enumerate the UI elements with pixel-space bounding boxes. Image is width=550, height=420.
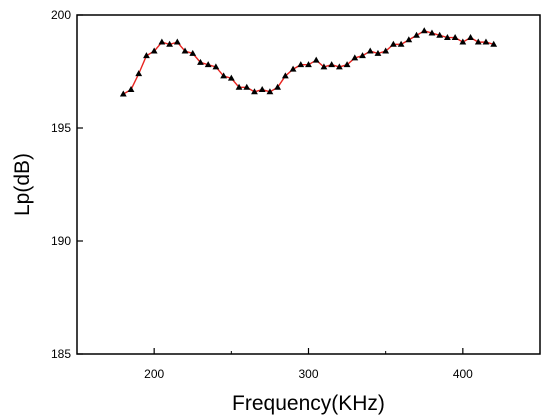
data-point: [482, 38, 490, 45]
x-tick-label: 300: [298, 367, 318, 381]
data-point: [173, 38, 181, 45]
data-point: [251, 88, 258, 95]
data-point: [382, 47, 390, 54]
y-tick-label: 200: [51, 8, 71, 22]
data-point: [405, 36, 413, 43]
data-point: [428, 29, 436, 36]
y-tick-label: 185: [51, 347, 71, 361]
x-axis: 200 300 400: [76, 348, 541, 381]
data-point: [243, 83, 251, 90]
data-point: [220, 72, 228, 79]
data-point: [389, 40, 397, 47]
data-point: [320, 63, 328, 70]
data-point: [397, 40, 405, 47]
data-point: [212, 63, 220, 70]
data-point: [135, 70, 143, 77]
y-axis-title: Lp(dB): [11, 153, 34, 216]
data-point: [444, 34, 451, 40]
data-point: [335, 63, 343, 70]
data-point: [297, 61, 305, 68]
data-point: [289, 65, 297, 72]
data-point: [328, 61, 336, 68]
data-point: [366, 47, 374, 54]
data-point: [490, 40, 498, 47]
data-point: [143, 52, 150, 59]
data-point: [467, 34, 474, 40]
data-point: [158, 38, 166, 45]
data-point: [189, 49, 197, 56]
data-point: [127, 85, 135, 92]
x-tick-label: 400: [453, 367, 473, 381]
data-point: [197, 58, 204, 65]
data-point: [166, 40, 173, 47]
data-point: [374, 49, 382, 56]
series-markers: [119, 27, 498, 97]
data-point: [274, 83, 282, 90]
data-point: [119, 90, 127, 97]
data-point: [150, 47, 158, 54]
data-point: [351, 54, 359, 61]
data-point: [312, 56, 320, 63]
data-point: [459, 38, 467, 45]
data-point: [235, 83, 243, 90]
data-point: [258, 85, 266, 92]
y-tick-label: 195: [51, 121, 71, 135]
data-point: [281, 72, 289, 79]
data-point: [227, 74, 235, 81]
data-point: [266, 88, 274, 95]
data-point: [343, 61, 351, 68]
data-point: [181, 47, 189, 54]
y-axis: 185 190 195 200: [51, 8, 83, 361]
data-point: [420, 27, 428, 34]
x-axis-title: Frequency(KHz): [232, 392, 385, 415]
data-point: [436, 31, 444, 38]
data-point: [451, 34, 459, 40]
data-point: [204, 61, 212, 68]
data-point: [359, 52, 366, 59]
y-tick-label: 190: [51, 234, 71, 248]
x-tick-label: 200: [144, 367, 164, 381]
data-point: [305, 61, 312, 68]
data-point: [474, 38, 482, 45]
data-point: [413, 31, 420, 38]
